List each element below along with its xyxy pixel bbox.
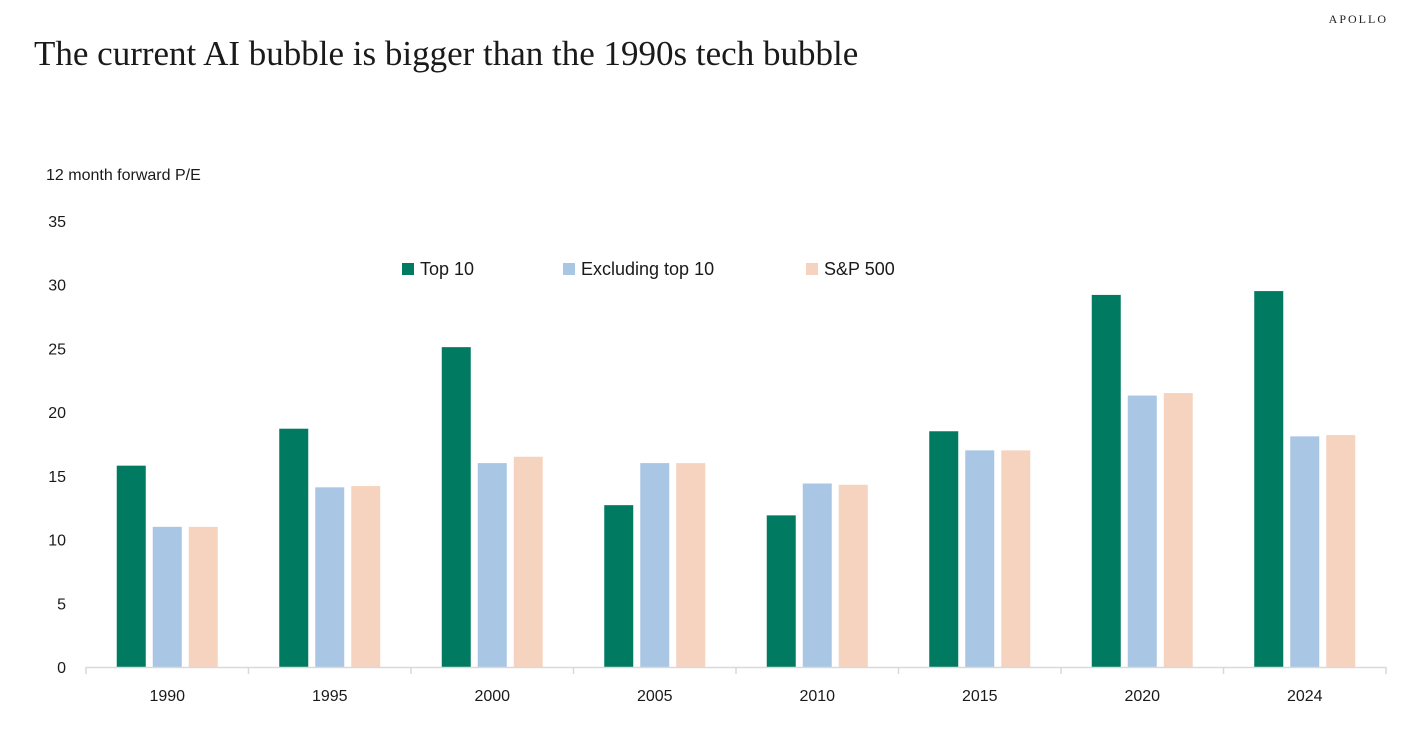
bar-top10 bbox=[766, 515, 796, 667]
x-tick-label: 2024 bbox=[1287, 688, 1323, 705]
bar-sp500 bbox=[676, 463, 706, 667]
y-tick-label: 25 bbox=[48, 341, 66, 358]
y-axis-label: 12 month forward P/E bbox=[46, 167, 201, 184]
legend: Top 10 Excluding top 10 S&P 500 bbox=[402, 259, 895, 279]
brand-logo: APOLLO bbox=[1328, 12, 1388, 26]
legend-swatch bbox=[402, 263, 414, 275]
bar-sp500 bbox=[1326, 435, 1356, 667]
chart-title: The current AI bubble is bigger than the… bbox=[34, 34, 859, 73]
x-tick-label: 2005 bbox=[637, 688, 673, 705]
bar-top10 bbox=[1254, 291, 1284, 667]
bar-top10 bbox=[441, 347, 471, 667]
y-tick-label: 5 bbox=[57, 596, 66, 613]
x-tick-label: 2010 bbox=[799, 688, 835, 705]
bar-top10 bbox=[604, 505, 634, 667]
y-axis-ticks: 0 5 10 15 20 25 30 35 bbox=[48, 214, 66, 677]
legend-swatch bbox=[806, 263, 818, 275]
legend-label: S&P 500 bbox=[824, 259, 895, 279]
bar-sp500 bbox=[351, 486, 381, 667]
bar-sp500 bbox=[1001, 450, 1031, 667]
legend-swatch bbox=[563, 263, 575, 275]
bar-excluding-top10 bbox=[640, 463, 670, 667]
y-tick-label: 15 bbox=[48, 469, 66, 486]
bar-top10 bbox=[1091, 294, 1121, 667]
x-tick-label: 1990 bbox=[149, 688, 185, 705]
bar-excluding-top10 bbox=[1127, 395, 1157, 667]
bar-excluding-top10 bbox=[802, 483, 832, 667]
bar-sp500 bbox=[1163, 393, 1193, 667]
bar-sp500 bbox=[838, 484, 868, 667]
bar-sp500 bbox=[513, 456, 543, 667]
x-tick-label: 1995 bbox=[312, 688, 348, 705]
bar-excluding-top10 bbox=[965, 450, 995, 667]
bar-excluding-top10 bbox=[152, 526, 182, 667]
legend-label: Top 10 bbox=[420, 259, 474, 279]
x-tick-label: 2015 bbox=[962, 688, 998, 705]
bar-top10 bbox=[929, 431, 959, 667]
bar-excluding-top10 bbox=[315, 487, 345, 667]
x-tick-label: 2000 bbox=[474, 688, 510, 705]
y-tick-label: 10 bbox=[48, 533, 66, 550]
y-tick-label: 30 bbox=[48, 278, 66, 295]
bar-top10 bbox=[116, 465, 146, 667]
y-tick-label: 0 bbox=[57, 660, 66, 677]
x-tick-label: 2020 bbox=[1124, 688, 1160, 705]
bar-excluding-top10 bbox=[1290, 436, 1320, 667]
bar-top10 bbox=[279, 428, 309, 667]
y-tick-label: 35 bbox=[48, 214, 66, 231]
bar-excluding-top10 bbox=[477, 463, 507, 667]
legend-label: Excluding top 10 bbox=[581, 259, 714, 279]
bar-sp500 bbox=[188, 526, 218, 667]
bars bbox=[116, 291, 1356, 667]
y-tick-label: 20 bbox=[48, 405, 66, 422]
x-axis-ticks: 1990 1995 2000 2005 2010 2015 2020 2024 bbox=[85, 667, 1387, 705]
